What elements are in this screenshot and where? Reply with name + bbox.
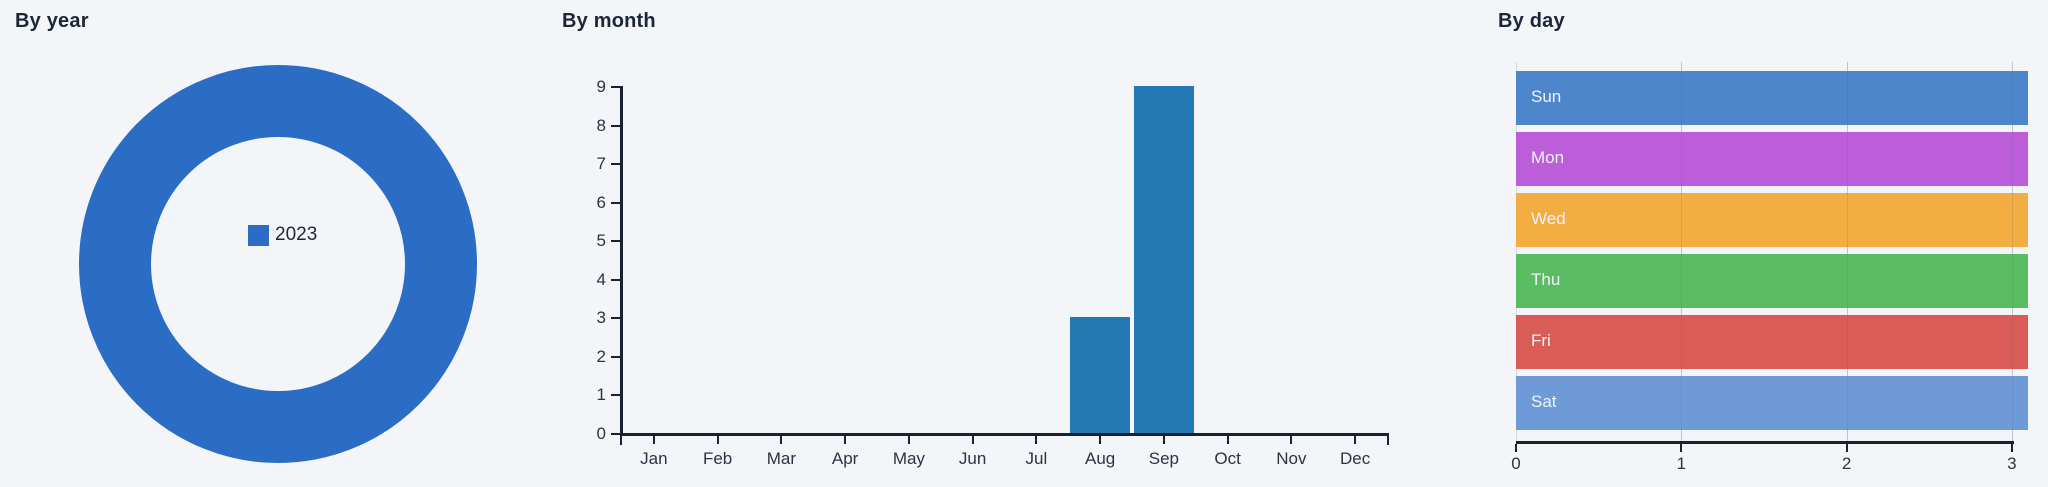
day-gridline	[2011, 62, 2013, 441]
chart-title-by-month: By month	[562, 10, 656, 32]
month-y-tick	[611, 86, 620, 88]
day-bar-sun[interactable]	[1516, 71, 2028, 125]
day-bar-mon[interactable]	[1516, 132, 2028, 186]
day-gridline	[1681, 62, 1683, 441]
month-y-tick-label: 6	[596, 192, 606, 212]
month-y-tick-label: 7	[596, 154, 606, 174]
month-y-tick	[611, 240, 620, 243]
day-gridline	[1846, 62, 1848, 441]
month-y-tick	[611, 124, 620, 127]
month-y-tick	[611, 433, 620, 435]
panel-by-year: By year 2023	[0, 0, 540, 487]
month-x-tick-label: Apr	[831, 449, 859, 468]
day-x-tick	[1680, 444, 1683, 452]
day-bar-thu[interactable]	[1516, 254, 2028, 308]
legend-label-2023: 2023	[275, 224, 318, 245]
day-bar-fri[interactable]	[1516, 315, 2028, 369]
month-y-tick-label: 0	[596, 424, 606, 443]
day-bar-sat[interactable]	[1516, 376, 2028, 430]
month-x-tick-label: Mar	[766, 449, 797, 468]
month-x-tick-label: May	[892, 449, 925, 468]
month-x-tick-label: Oct	[1214, 449, 1241, 468]
panel-by-day: By day	[1470, 0, 2048, 487]
month-x-tick-label: Aug	[1085, 449, 1116, 468]
month-y-tick-label: 5	[596, 231, 606, 251]
month-y-tick	[611, 163, 620, 166]
day-bar-label-fri: Fri	[1531, 331, 1551, 350]
day-bar-label-thu: Thu	[1531, 270, 1561, 289]
chart-title-by-year: By year	[15, 10, 89, 32]
month-y-tick-label: 2	[596, 346, 606, 366]
day-x-tick-label: 3	[2007, 454, 2017, 473]
day-x-tick-label: 0	[1511, 454, 1521, 473]
day-gridline-overlay	[1846, 62, 1848, 441]
month-x-tick-label: Sep	[1148, 449, 1179, 468]
panel-by-month: By month	[540, 0, 1470, 487]
day-bar-label-sat: Sat	[1531, 392, 1557, 411]
donut-slice-2023[interactable]	[79, 65, 477, 463]
month-y-tick-label: 8	[596, 115, 606, 135]
month-bar-sep[interactable]	[1133, 86, 1194, 433]
month-x-axis	[620, 433, 1389, 436]
day-gridline-overlay	[1681, 62, 1683, 441]
day-x-axis	[1516, 441, 2014, 444]
month-bar-aug[interactable]	[1070, 317, 1131, 433]
month-x-tick	[971, 436, 974, 444]
month-y-tick	[611, 355, 620, 358]
month-y-axis	[620, 86, 623, 436]
month-x-tick	[652, 436, 655, 444]
month-y-tick	[611, 394, 620, 397]
donut-legend[interactable]: 2023	[248, 224, 317, 246]
month-x-tick-label: Dec	[1340, 449, 1371, 468]
month-x-tick-label: Nov	[1276, 449, 1307, 468]
month-y-tick-label: 3	[596, 308, 606, 328]
month-x-tick-label: Jul	[1025, 449, 1048, 468]
day-bar-label-wed: Wed	[1531, 209, 1566, 228]
day-x-tick	[1515, 444, 1517, 452]
day-bar-label-mon: Mon	[1531, 148, 1565, 167]
month-x-tick	[1099, 436, 1102, 444]
day-gridline	[1516, 62, 1517, 441]
day-bar-label-sun: Sun	[1531, 87, 1562, 106]
day-x-tick-label: 1	[1676, 454, 1687, 473]
day-bar-wed[interactable]	[1516, 193, 2028, 247]
month-y-tick-label: 4	[596, 269, 606, 289]
month-x-tick-label: Jan	[640, 449, 668, 468]
month-x-tick	[1035, 436, 1038, 444]
month-x-tick	[907, 436, 910, 444]
month-y-tick	[611, 317, 620, 320]
month-x-tick	[780, 436, 783, 444]
month-x-tick	[1162, 436, 1165, 444]
legend-swatch-2023	[248, 224, 269, 246]
day-x-tick-label: 2	[1841, 454, 1852, 473]
month-x-tick-label: Jun	[958, 449, 987, 468]
month-y-tick	[611, 201, 620, 204]
month-y-tick-label: 9	[596, 77, 606, 96]
month-x-tick	[716, 436, 719, 444]
month-x-end-tick	[1387, 436, 1389, 445]
chart-title-by-day: By day	[1498, 10, 1565, 32]
day-gridline-overlay	[2011, 62, 2013, 441]
month-x-tick	[1354, 436, 1357, 444]
month-x-end-tick	[620, 436, 622, 445]
month-y-tick-label: 1	[596, 385, 606, 405]
month-x-tick	[1226, 436, 1229, 444]
month-x-tick	[844, 436, 847, 444]
month-x-tick	[1290, 436, 1293, 444]
month-y-tick	[611, 278, 620, 281]
day-x-tick	[1845, 444, 1848, 452]
day-x-tick	[2010, 444, 2013, 452]
month-x-tick-label: Feb	[702, 449, 733, 468]
